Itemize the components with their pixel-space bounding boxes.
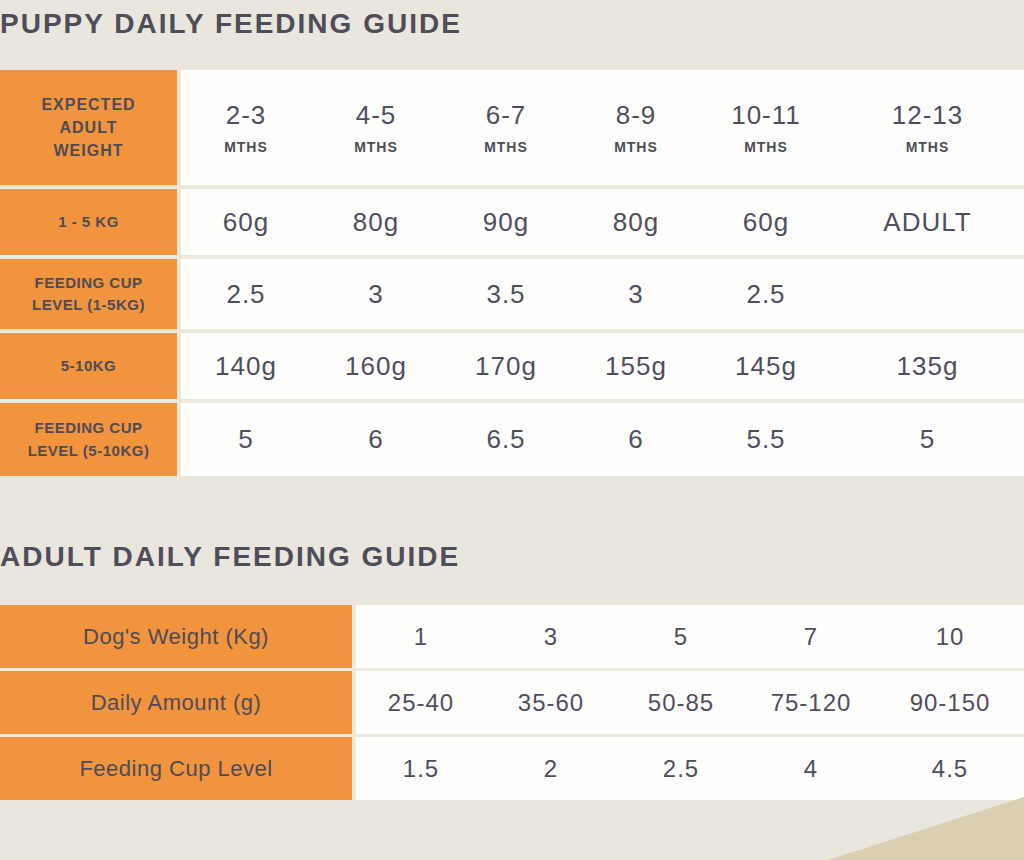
value-cell: 145g	[701, 333, 831, 399]
value-cell: 80g	[311, 189, 441, 255]
age-range: 2-3	[226, 100, 267, 131]
age-unit: MTHS	[484, 139, 528, 155]
row-label-cell: FEEDING CUP LEVEL (1-5KG)	[0, 259, 181, 329]
value-cell	[831, 259, 1024, 329]
value-cell: 3	[311, 259, 441, 329]
value-cell: 6	[571, 403, 701, 476]
value-cell: 2.5	[616, 737, 746, 800]
value-cell: 50-85	[616, 671, 746, 734]
value-cell: 155g	[571, 333, 701, 399]
age-unit: MTHS	[224, 139, 268, 155]
value-cell: 5	[831, 403, 1024, 476]
value-cell: 3	[571, 259, 701, 329]
age-column-header: 12-13 MTHS	[831, 70, 1024, 185]
age-unit: MTHS	[614, 139, 658, 155]
value-cell: 60g	[181, 189, 311, 255]
value-cell: 60g	[701, 189, 831, 255]
age-column-header: 4-5 MTHS	[311, 70, 441, 185]
expected-adult-weight-header: EXPECTED ADULT WEIGHT	[0, 70, 181, 185]
value-cell: 170g	[441, 333, 571, 399]
puppy-guide-title: PUPPY DAILY FEEDING GUIDE	[0, 8, 462, 40]
age-unit: MTHS	[354, 139, 398, 155]
value-cell: 5.5	[701, 403, 831, 476]
row-label-cell: 5-10KG	[0, 333, 181, 399]
value-cell: 90-150	[876, 671, 1024, 734]
age-unit: MTHS	[744, 139, 788, 155]
age-column-header: 2-3 MTHS	[181, 70, 311, 185]
age-range: 6-7	[486, 100, 527, 131]
adult-guide-title: ADULT DAILY FEEDING GUIDE	[0, 541, 460, 573]
age-range: 12-13	[892, 100, 964, 131]
value-cell: 140g	[181, 333, 311, 399]
value-cell: 10	[876, 605, 1024, 668]
row-label-cell: Dog's Weight (Kg)	[0, 605, 356, 668]
age-column-header: 6-7 MTHS	[441, 70, 571, 185]
adult-feeding-table: Dog's Weight (Kg)135710Daily Amount (g)2…	[0, 605, 1024, 800]
age-range: 10-11	[731, 100, 801, 131]
row-label-cell: Feeding Cup Level	[0, 737, 356, 800]
value-cell: 35-60	[486, 671, 616, 734]
value-cell: 25-40	[356, 671, 486, 734]
value-cell: 5	[616, 605, 746, 668]
value-cell: 2.5	[701, 259, 831, 329]
value-cell: 160g	[311, 333, 441, 399]
package-corner-graphic	[828, 797, 1024, 860]
age-unit: MTHS	[906, 139, 950, 155]
age-range: 8-9	[616, 100, 657, 131]
value-cell: 2.5	[181, 259, 311, 329]
value-cell: 90g	[441, 189, 571, 255]
value-cell: 2	[486, 737, 616, 800]
value-cell: 1	[356, 605, 486, 668]
value-cell: 3	[486, 605, 616, 668]
row-label-cell: FEEDING CUP LEVEL (5-10KG)	[0, 403, 181, 476]
puppy-feeding-table: EXPECTED ADULT WEIGHT 2-3 MTHS 4-5 MTHS 6-7 MT…	[0, 70, 1024, 476]
value-cell: 80g	[571, 189, 701, 255]
value-cell: 6	[311, 403, 441, 476]
value-cell: 5	[181, 403, 311, 476]
value-cell: 1.5	[356, 737, 486, 800]
value-cell: 135g	[831, 333, 1024, 399]
value-cell: 4.5	[876, 737, 1024, 800]
age-column-header: 8-9 MTHS	[571, 70, 701, 185]
age-column-header: 10-11 MTHS	[701, 70, 831, 185]
row-label-cell: 1 - 5 KG	[0, 189, 181, 255]
value-cell: ADULT	[831, 189, 1024, 255]
value-cell: 75-120	[746, 671, 876, 734]
value-cell: 4	[746, 737, 876, 800]
row-label-cell: Daily Amount (g)	[0, 671, 356, 734]
value-cell: 7	[746, 605, 876, 668]
value-cell: 6.5	[441, 403, 571, 476]
value-cell: 3.5	[441, 259, 571, 329]
age-range: 4-5	[356, 100, 397, 131]
